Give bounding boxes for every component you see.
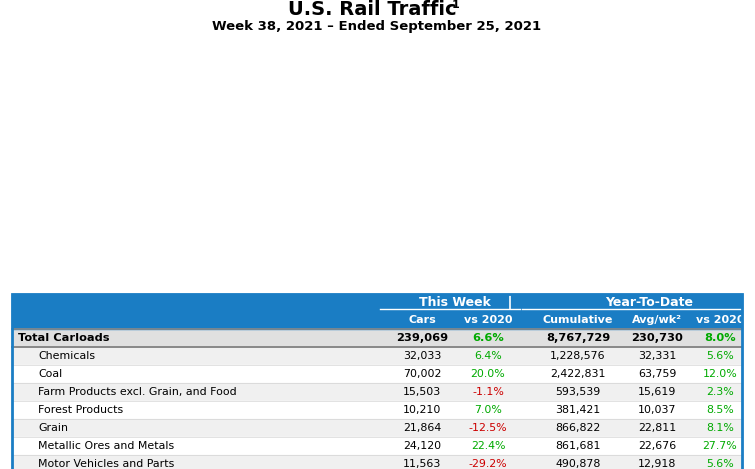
Text: 12.0%: 12.0% — [703, 369, 738, 379]
Text: 8.0%: 8.0% — [704, 333, 736, 343]
Text: vs 2020: vs 2020 — [696, 315, 744, 325]
Text: 7.0%: 7.0% — [474, 405, 502, 415]
Text: 22,676: 22,676 — [638, 441, 676, 451]
Text: 8.5%: 8.5% — [706, 405, 734, 415]
Text: Metallic Ores and Metals: Metallic Ores and Metals — [38, 441, 174, 451]
Text: vs 2020: vs 2020 — [464, 315, 512, 325]
Text: 6.6%: 6.6% — [472, 333, 504, 343]
Bar — [12, 437, 742, 455]
Bar — [12, 311, 742, 329]
Bar — [12, 329, 742, 347]
Text: 27.7%: 27.7% — [703, 441, 738, 451]
Bar — [12, 455, 742, 469]
Text: 32,331: 32,331 — [638, 351, 676, 361]
Text: Coal: Coal — [38, 369, 62, 379]
Text: 22.4%: 22.4% — [471, 441, 505, 451]
Text: Year-To-Date: Year-To-Date — [605, 296, 693, 309]
Text: Farm Products excl. Grain, and Food: Farm Products excl. Grain, and Food — [38, 387, 236, 397]
Text: 5.6%: 5.6% — [706, 459, 734, 469]
Text: 2.3%: 2.3% — [706, 387, 734, 397]
Text: 15,503: 15,503 — [403, 387, 441, 397]
Text: 866,822: 866,822 — [556, 423, 601, 433]
Text: 20.0%: 20.0% — [470, 369, 505, 379]
Bar — [12, 365, 742, 383]
Text: Cars: Cars — [408, 315, 436, 325]
Text: 593,539: 593,539 — [556, 387, 601, 397]
Bar — [12, 347, 742, 365]
Bar — [12, 294, 742, 311]
Text: 10,037: 10,037 — [638, 405, 676, 415]
Text: 230,730: 230,730 — [631, 333, 683, 343]
Text: 239,069: 239,069 — [396, 333, 448, 343]
Bar — [12, 419, 742, 437]
Text: 2,422,831: 2,422,831 — [550, 369, 606, 379]
Text: 21,864: 21,864 — [403, 423, 441, 433]
Text: Avg/wk²: Avg/wk² — [632, 315, 682, 325]
Text: Cumulative: Cumulative — [543, 315, 613, 325]
Text: 8.1%: 8.1% — [706, 423, 734, 433]
Text: 24,120: 24,120 — [403, 441, 441, 451]
Text: 6.4%: 6.4% — [474, 351, 502, 361]
Text: 1,228,576: 1,228,576 — [550, 351, 606, 361]
Text: 12,918: 12,918 — [638, 459, 676, 469]
Text: -12.5%: -12.5% — [469, 423, 507, 433]
Text: Week 38, 2021 – Ended September 25, 2021: Week 38, 2021 – Ended September 25, 2021 — [212, 20, 541, 33]
Text: 1: 1 — [452, 0, 460, 10]
Bar — [12, 401, 742, 419]
Text: 15,619: 15,619 — [638, 387, 676, 397]
Bar — [12, 294, 742, 469]
Text: Motor Vehicles and Parts: Motor Vehicles and Parts — [38, 459, 174, 469]
Text: U.S. Rail Traffic: U.S. Rail Traffic — [288, 0, 456, 19]
Text: 11,563: 11,563 — [403, 459, 441, 469]
Text: Total Carloads: Total Carloads — [18, 333, 109, 343]
Text: 70,002: 70,002 — [403, 369, 441, 379]
Text: 22,811: 22,811 — [638, 423, 676, 433]
Text: 32,033: 32,033 — [403, 351, 441, 361]
Text: 861,681: 861,681 — [555, 441, 601, 451]
Text: 490,878: 490,878 — [556, 459, 601, 469]
Text: -29.2%: -29.2% — [469, 459, 507, 469]
Text: 381,421: 381,421 — [556, 405, 601, 415]
Text: Forest Products: Forest Products — [38, 405, 123, 415]
Text: -1.1%: -1.1% — [472, 387, 504, 397]
Bar — [12, 383, 742, 401]
Text: Grain: Grain — [38, 423, 68, 433]
Text: This Week: This Week — [419, 296, 491, 309]
Text: 8,767,729: 8,767,729 — [546, 333, 610, 343]
Text: 63,759: 63,759 — [638, 369, 676, 379]
Text: Chemicals: Chemicals — [38, 351, 95, 361]
Text: 5.6%: 5.6% — [706, 351, 734, 361]
Text: 10,210: 10,210 — [403, 405, 441, 415]
